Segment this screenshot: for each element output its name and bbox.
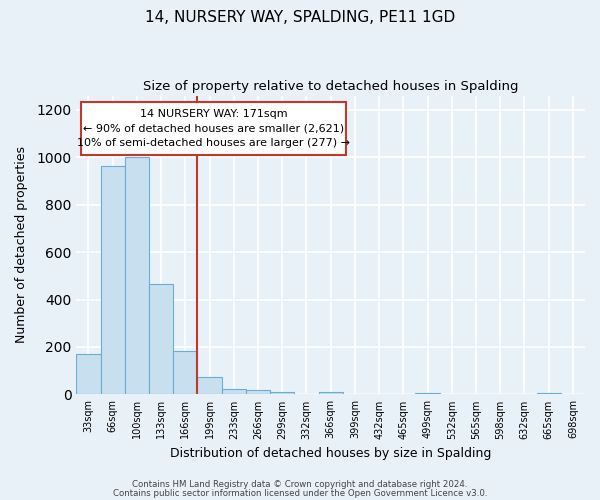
Bar <box>197 376 221 394</box>
Bar <box>76 354 101 395</box>
Text: Contains public sector information licensed under the Open Government Licence v3: Contains public sector information licen… <box>113 488 487 498</box>
Bar <box>221 388 246 394</box>
Bar <box>415 393 440 394</box>
Bar <box>319 392 343 394</box>
FancyBboxPatch shape <box>82 102 346 156</box>
Text: Contains HM Land Registry data © Crown copyright and database right 2024.: Contains HM Land Registry data © Crown c… <box>132 480 468 489</box>
Bar <box>125 157 149 394</box>
Bar <box>101 166 125 394</box>
Bar <box>173 350 197 395</box>
Bar <box>149 284 173 395</box>
X-axis label: Distribution of detached houses by size in Spalding: Distribution of detached houses by size … <box>170 447 491 460</box>
Text: 14 NURSERY WAY: 171sqm
← 90% of detached houses are smaller (2,621)
10% of semi-: 14 NURSERY WAY: 171sqm ← 90% of detached… <box>77 108 350 148</box>
Bar <box>270 392 295 394</box>
Y-axis label: Number of detached properties: Number of detached properties <box>15 146 28 344</box>
Text: 14, NURSERY WAY, SPALDING, PE11 1GD: 14, NURSERY WAY, SPALDING, PE11 1GD <box>145 10 455 25</box>
Title: Size of property relative to detached houses in Spalding: Size of property relative to detached ho… <box>143 80 518 93</box>
Bar <box>246 390 270 394</box>
Bar <box>536 393 561 394</box>
